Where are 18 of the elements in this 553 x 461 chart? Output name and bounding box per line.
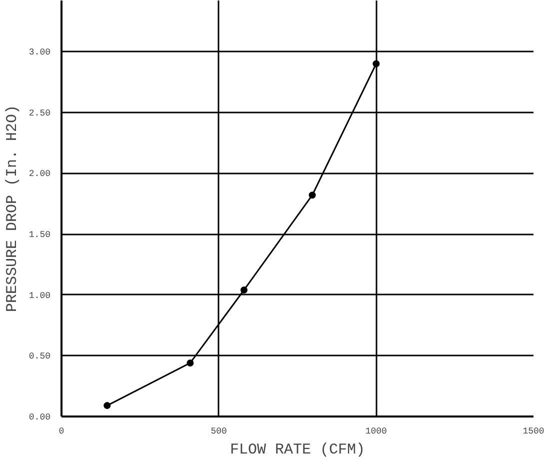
y-tick-label: 2.00 <box>28 169 51 180</box>
x-tick-label: 0 <box>58 426 64 436</box>
point <box>372 60 380 68</box>
y-tick-label: 3.00 <box>28 48 51 58</box>
point <box>104 402 111 410</box>
point <box>186 359 194 366</box>
x-tick-label: 1000 <box>365 426 387 436</box>
x-tick-label: 500 <box>210 426 227 436</box>
y-tick-label: 1.50 <box>28 230 51 240</box>
y-tick-label: 0.50 <box>28 352 51 362</box>
y-axis-title: PRESSURE DROP (In. H2O) <box>4 104 21 312</box>
x-tick-label: 1500 <box>522 426 544 436</box>
y-tick-label: 2.50 <box>28 108 51 118</box>
point <box>240 286 248 294</box>
y-tick-label: 0.00 <box>28 412 51 422</box>
y-tick-label: 1.00 <box>28 290 51 301</box>
point <box>308 192 316 199</box>
x-axis-title: FLOW RATE (CFM) <box>230 442 366 458</box>
